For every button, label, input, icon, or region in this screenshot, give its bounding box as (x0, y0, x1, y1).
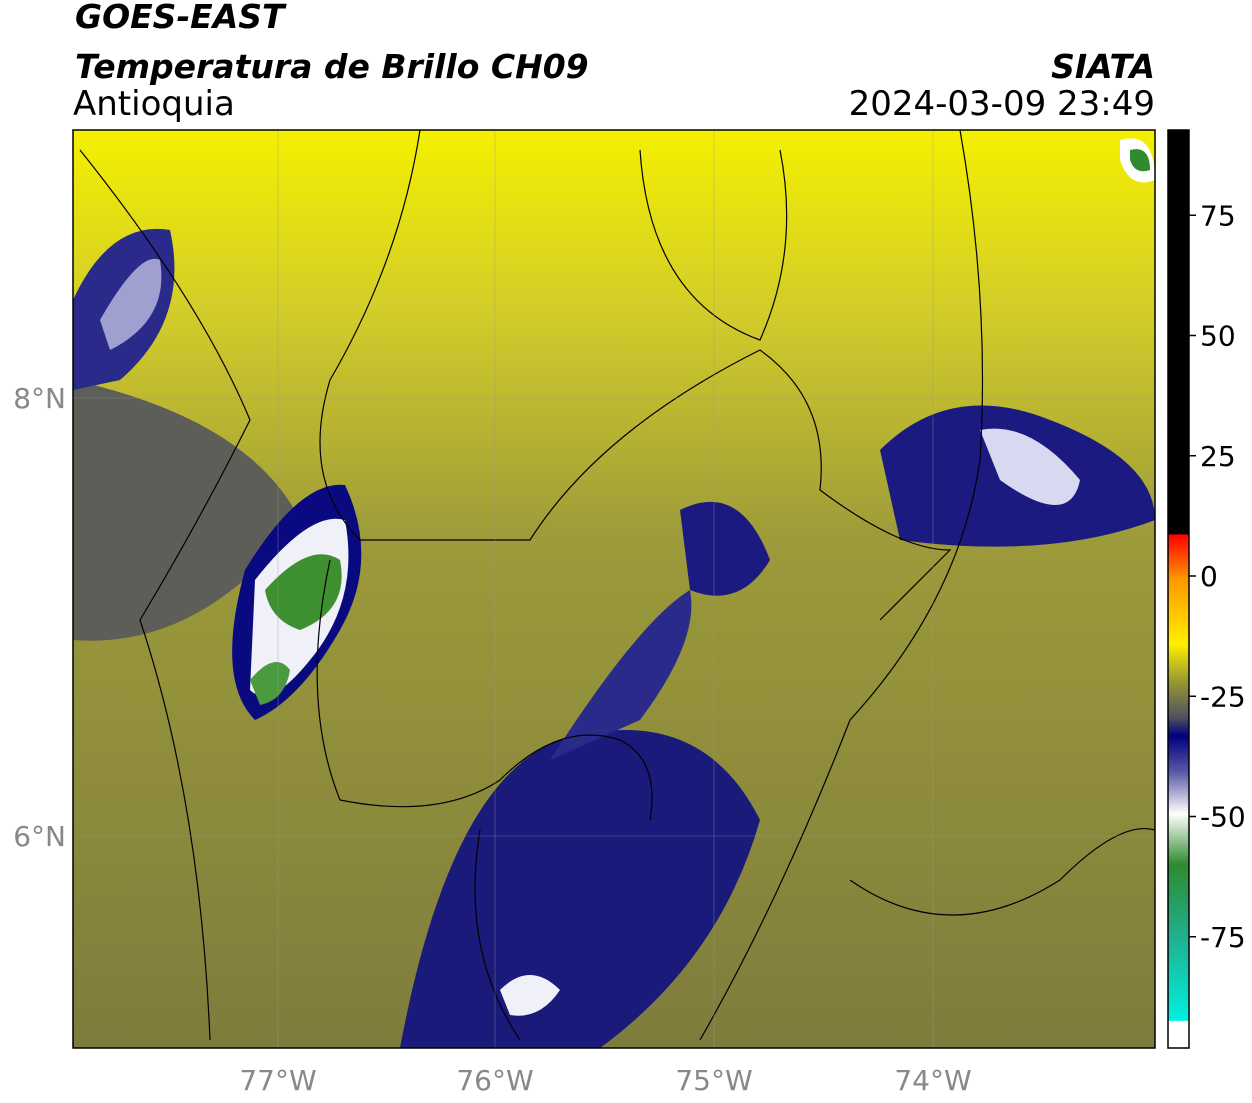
graticule: 77°W 76°W 75°W 74°W 8°N 6°N (13, 130, 1155, 1097)
colorbar-tick-label: -75 (1200, 921, 1246, 954)
colorbar-tick-label: 0 (1200, 560, 1218, 593)
colorbar-tick-label: -50 (1200, 801, 1246, 834)
colorbar (1167, 129, 1190, 1049)
lon-tick-label: 76°W (456, 1064, 533, 1097)
source: SIATA (1051, 47, 1155, 86)
colorbar-tick-label: -25 (1200, 680, 1246, 713)
subtitle: Temperatura de Brillo CH09 (75, 47, 589, 86)
colorbar-tick-label: 25 (1200, 440, 1236, 473)
colorbar-ticks: 75 50 25 0 -25 -50 -75 (1189, 199, 1246, 954)
lat-tick-label: 8°N (13, 382, 66, 415)
title: GOES-EAST (75, 0, 287, 36)
colorbar-tick-label: 75 (1200, 199, 1236, 232)
map-frame (72, 129, 1156, 1049)
lon-tick-label: 77°W (239, 1064, 316, 1097)
lon-tick-label: 74°W (894, 1064, 971, 1097)
lon-tick-label: 75°W (675, 1064, 752, 1097)
region: Antioquia (73, 84, 235, 124)
timestamp: 2024-03-09 23:49 (849, 84, 1155, 124)
lat-tick-label: 6°N (13, 820, 66, 853)
satellite-image (73, 130, 1155, 1048)
colorbar-tick-label: 50 (1200, 320, 1236, 353)
